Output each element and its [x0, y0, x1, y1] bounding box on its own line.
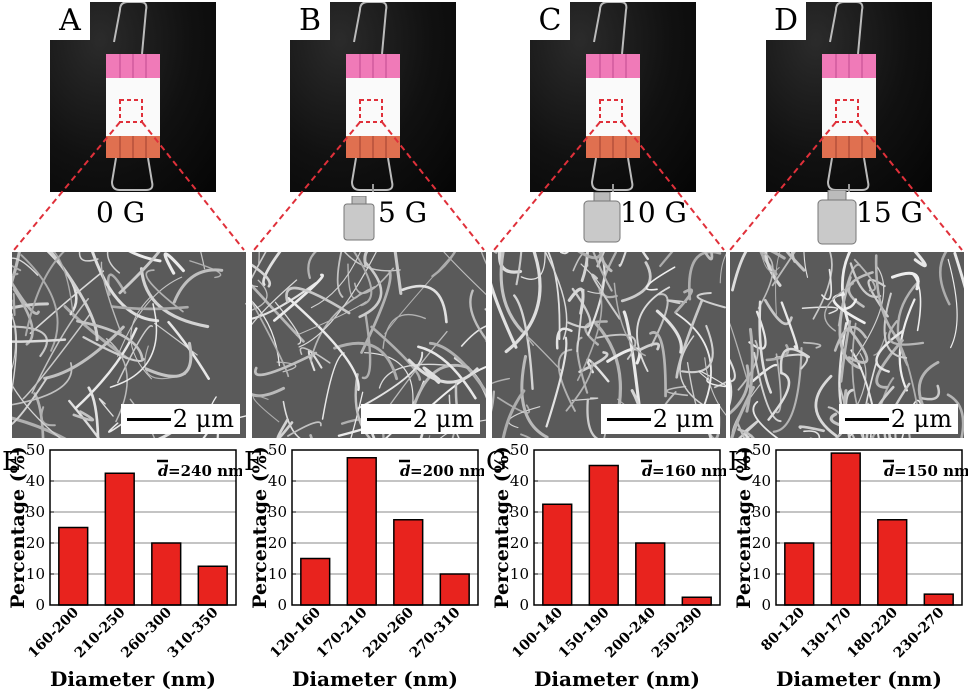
panel-letter: F	[244, 447, 262, 477]
bar	[58, 526, 89, 606]
panel-letter: E	[2, 447, 21, 477]
weight-label-b: 5 G	[378, 196, 428, 229]
photo-label-a: A	[50, 2, 90, 40]
y-tick-label: 10	[26, 565, 45, 583]
y-tick-label: 10	[510, 565, 529, 583]
photo-label-d: D	[766, 2, 806, 40]
photo-b: B	[290, 2, 456, 192]
plot-frame	[291, 449, 479, 606]
mean-diameter-annotation: =150 nm	[894, 462, 968, 480]
y-tick-label: 30	[268, 503, 287, 521]
y-tick-label: 20	[510, 534, 529, 552]
y-tick-label: 0	[761, 596, 771, 614]
photo-label-b: B	[290, 2, 330, 40]
scale-label: 2 μm	[412, 405, 474, 433]
y-tick-label: 0	[35, 596, 45, 614]
panel-letter: G	[486, 447, 507, 477]
plot-frame	[49, 449, 237, 606]
photo-label-c: C	[530, 2, 570, 40]
x-tick-label: 310-350	[165, 604, 222, 661]
y-tick-label: 30	[752, 503, 771, 521]
bar	[197, 565, 228, 606]
mean-diameter-symbol: d	[884, 462, 895, 480]
bar	[393, 519, 424, 606]
bar	[104, 472, 135, 606]
sem-image-a: 2 μm	[12, 252, 246, 438]
histogram-e: E01020304050160-200210-250260-300310-350…	[2, 442, 242, 691]
scale-label: 2 μm	[652, 405, 714, 433]
y-tick-label: 20	[26, 534, 45, 552]
y-tick-label: 40	[752, 472, 771, 490]
x-tick-label: 270-310	[407, 604, 464, 661]
y-tick-label: 50	[752, 442, 771, 459]
photo-c: C	[530, 2, 696, 192]
bar	[542, 503, 573, 606]
y-tick-label: 40	[510, 472, 529, 490]
mean-diameter-symbol: d	[400, 462, 411, 480]
y-tick-label: 50	[268, 442, 287, 459]
x-axis-label: Diameter (nm)	[776, 667, 942, 691]
bar	[588, 464, 619, 606]
photo-a: A	[50, 2, 216, 192]
y-tick-label: 40	[268, 472, 287, 490]
weight-label-a: 0 G	[96, 196, 146, 229]
weight-icon	[817, 190, 857, 245]
x-axis-label: Diameter (nm)	[50, 667, 216, 691]
histogram-f: F01020304050120-160170-210220-260270-310…	[244, 442, 484, 691]
sem-image-b: 2 μm	[252, 252, 486, 438]
sem-image-c: 2 μm	[492, 252, 726, 438]
scale-bar: 2 μm	[838, 404, 958, 434]
y-tick-label: 50	[510, 442, 529, 459]
weight-label-d: 15 G	[856, 196, 923, 229]
y-tick-label: 0	[277, 596, 287, 614]
y-axis-label: Percentage (%)	[733, 446, 755, 608]
sem-image-d: 2 μm	[730, 252, 964, 438]
x-axis-label: Diameter (nm)	[534, 667, 700, 691]
y-axis-label: Percentage (%)	[249, 446, 271, 608]
bar	[830, 452, 861, 606]
x-tick-label: 250-290	[649, 604, 706, 661]
plot-frame	[533, 449, 721, 606]
bar	[346, 457, 377, 606]
histogram-h: H0102030405080-120130-170180-220230-270d…	[728, 442, 968, 691]
y-tick-label: 30	[26, 503, 45, 521]
bar	[877, 519, 908, 606]
bar	[151, 542, 182, 606]
panel-letter: H	[728, 447, 751, 477]
mean-diameter-symbol: d	[158, 462, 169, 480]
bar	[923, 593, 954, 606]
mean-diameter-annotation: =160 nm	[652, 462, 726, 480]
y-tick-label: 0	[519, 596, 529, 614]
scale-bar: 2 μm	[120, 404, 240, 434]
y-tick-label: 10	[268, 565, 287, 583]
bar	[681, 596, 712, 606]
scale-bar: 2 μm	[360, 404, 480, 434]
y-tick-label: 10	[752, 565, 771, 583]
mean-diameter-annotation: =200 nm	[410, 462, 484, 480]
y-tick-label: 20	[268, 534, 287, 552]
bar	[439, 573, 470, 606]
y-tick-label: 40	[26, 472, 45, 490]
y-tick-label: 20	[752, 534, 771, 552]
y-axis-label: Percentage (%)	[491, 446, 513, 608]
x-tick-label: 230-270	[891, 604, 948, 661]
photo-d: D	[766, 2, 932, 192]
y-tick-label: 50	[26, 442, 45, 459]
mean-diameter-symbol: d	[642, 462, 653, 480]
y-axis-label: Percentage (%)	[7, 446, 29, 608]
bar	[635, 542, 666, 606]
y-tick-label: 30	[510, 503, 529, 521]
bar	[300, 557, 331, 606]
weight-icon	[343, 196, 375, 241]
plot-frame	[775, 449, 963, 606]
mean-diameter-annotation: =240 nm	[168, 462, 242, 480]
scale-label: 2 μm	[890, 405, 952, 433]
x-axis-label: Diameter (nm)	[292, 667, 458, 691]
bar	[784, 542, 815, 606]
histogram-g: G01020304050100-140150-190200-240250-290…	[486, 442, 726, 691]
weight-label-c: 10 G	[620, 196, 687, 229]
scale-label: 2 μm	[172, 405, 234, 433]
weight-icon	[583, 192, 621, 243]
scale-bar: 2 μm	[600, 404, 720, 434]
